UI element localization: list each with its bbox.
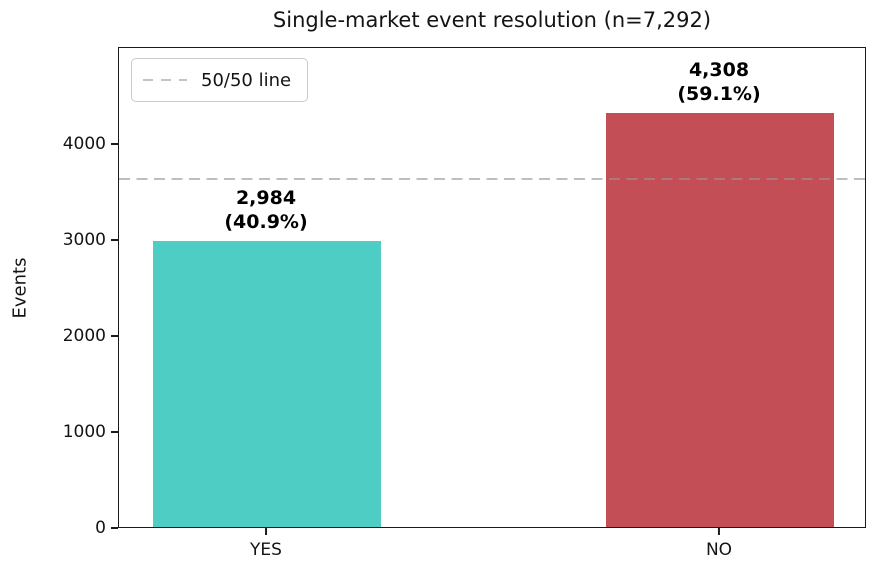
x-tick-label-no: NO xyxy=(705,540,733,560)
chart-title: Single-market event resolution (n=7,292) xyxy=(272,8,712,32)
y-tick-label: 2000 xyxy=(62,326,106,346)
y-tick-mark xyxy=(111,239,118,241)
y-tick-4000: 4000 xyxy=(0,134,118,154)
y-tick-label: 1000 xyxy=(62,422,106,442)
y-tick-mark xyxy=(111,527,118,529)
y-tick-mark xyxy=(111,143,118,145)
y-tick-0: 0 xyxy=(0,518,118,538)
y-tick-2000: 2000 xyxy=(0,326,118,346)
annotation-count: 4,308 xyxy=(688,59,750,82)
y-tick-mark xyxy=(111,431,118,433)
bar-value-annotation-no: 4,308 (59.1%) xyxy=(677,58,760,106)
y-tick-1000: 1000 xyxy=(0,422,118,442)
x-tick-mark xyxy=(717,528,720,535)
y-tick-3000: 3000 xyxy=(0,230,118,250)
bar-yes xyxy=(153,240,381,527)
legend: 50/50 line xyxy=(131,58,309,102)
annotation-percent: (59.1%) xyxy=(677,83,761,106)
annotation-count: 2,984 xyxy=(235,186,297,209)
x-tick-label-yes: YES xyxy=(250,540,282,560)
plot-area xyxy=(118,47,866,528)
x-tick-mark xyxy=(264,528,267,535)
annotation-percent: (40.9%) xyxy=(224,210,308,233)
y-axis-label: Events xyxy=(9,257,31,319)
legend-label: 50/50 line xyxy=(201,69,292,91)
y-tick-label: 0 xyxy=(95,518,106,538)
bar-value-annotation-yes: 2,984 (40.9%) xyxy=(224,186,307,234)
x-tick-yes: YES xyxy=(250,528,282,560)
y-tick-mark xyxy=(111,335,118,337)
dashed-line-icon xyxy=(143,78,187,82)
fifty-fifty-reference-line xyxy=(119,177,865,181)
bar-no xyxy=(606,113,834,527)
y-tick-label: 3000 xyxy=(62,230,106,250)
y-tick-label: 4000 xyxy=(62,134,106,154)
x-tick-no: NO xyxy=(706,528,732,560)
